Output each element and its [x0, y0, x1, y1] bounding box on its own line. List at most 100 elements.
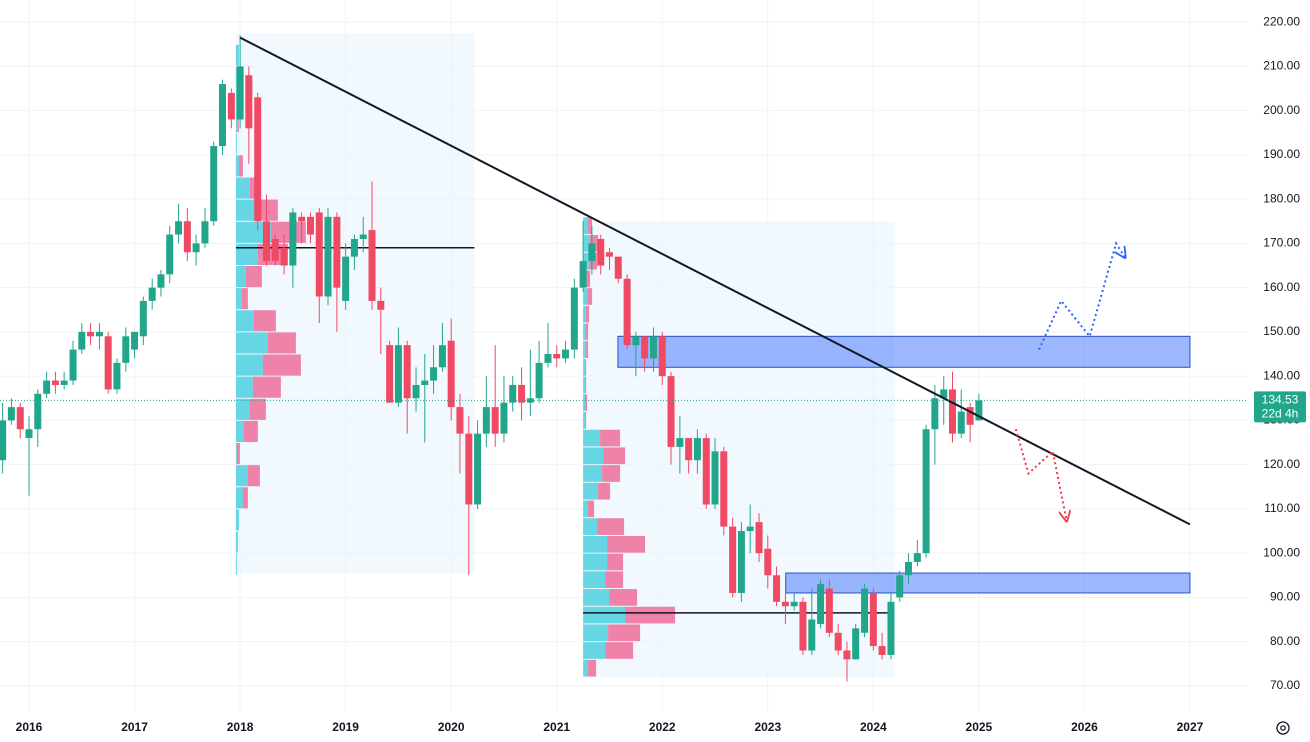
profile-down-bar: [243, 420, 258, 443]
profile-down-bar: [586, 341, 589, 358]
profile-up-bar: [583, 465, 603, 482]
profile-down-bar: [585, 376, 587, 394]
profile-down-bar: [257, 199, 278, 221]
profile-up-bar: [583, 323, 587, 341]
y-tick-label: 170.00: [1263, 236, 1300, 250]
profile-up-bar: [583, 571, 606, 589]
candle-body: [412, 384, 420, 399]
candle-body: [729, 526, 737, 593]
x-tick-label: 2024: [860, 720, 887, 734]
x-tick-label: 2017: [121, 720, 148, 734]
profile-up-bar: [583, 518, 598, 535]
candle-body: [139, 300, 147, 337]
candle-body: [218, 84, 226, 147]
volume-profiles: [235, 33, 895, 678]
profile-up-bar: [235, 420, 244, 443]
profile-down-bar: [252, 376, 281, 398]
projection-path: [1038, 240, 1124, 350]
candle-body: [271, 238, 279, 262]
x-tick-label: 2019: [332, 720, 359, 734]
candle-body: [289, 212, 297, 266]
profile-up-bar: [583, 394, 586, 412]
candle-body: [693, 438, 701, 461]
profile-up-bar: [235, 133, 237, 155]
candle-body: [614, 256, 622, 279]
y-tick-label: 110.00: [1264, 501, 1300, 515]
profile-down-bar: [603, 447, 626, 465]
y-tick-label: 90.00: [1270, 590, 1300, 604]
y-tick-label: 220.00: [1263, 14, 1300, 28]
candle-body: [298, 216, 306, 222]
trend-line: [239, 36, 1191, 526]
candle-body: [773, 575, 781, 602]
profile-up-bar: [235, 487, 243, 509]
y-tick-label: 190.00: [1263, 147, 1300, 161]
candle-body: [333, 216, 341, 288]
candle-body: [931, 398, 939, 430]
x-tick-label: 2018: [227, 720, 254, 734]
profile-down-bar: [602, 465, 621, 482]
candle-body: [711, 451, 719, 505]
y-tick-label: 200.00: [1263, 103, 1300, 117]
candle-body: [755, 522, 763, 554]
zones: [617, 335, 1191, 594]
x-tick-label: 2026: [1071, 720, 1098, 734]
profile-up-bar: [583, 659, 589, 677]
candle-body: [904, 561, 912, 576]
profile-up-bar: [235, 376, 253, 398]
profile-down-bar: [605, 571, 624, 589]
profile-down-bar: [586, 323, 589, 341]
candle-body: [922, 429, 930, 554]
candle-body: [649, 336, 657, 359]
profile-up-bar: [235, 354, 263, 376]
axes: 70.0080.0090.00100.00110.00120.00130.001…: [16, 14, 1306, 734]
candle-body: [799, 601, 807, 651]
candle-body: [254, 97, 262, 222]
profile-down-bar: [600, 429, 621, 447]
candle-body: [245, 75, 253, 129]
profile-down-bar: [237, 111, 239, 133]
candle-body: [852, 628, 860, 660]
profile-down-bar: [607, 535, 646, 553]
settings-icon-center: [1280, 725, 1286, 731]
candle-body: [95, 331, 103, 337]
profile-down-bar: [236, 443, 240, 465]
profile-down-bar: [242, 487, 248, 509]
candle-body: [236, 66, 244, 120]
candle-body: [16, 407, 24, 430]
x-tick-label: 2027: [1177, 720, 1204, 734]
y-tick-label: 120.00: [1263, 457, 1300, 471]
candle-body: [966, 407, 974, 425]
profile-up-bar: [583, 642, 606, 659]
profile-down-bar: [245, 266, 262, 288]
candle-body: [430, 367, 438, 381]
candle-body: [605, 252, 613, 257]
candle-body: [368, 230, 376, 301]
profile-up-bar: [235, 553, 237, 575]
candle-body: [553, 354, 561, 359]
candle-body: [43, 380, 51, 394]
x-tick-label: 2021: [543, 720, 570, 734]
candle-body: [474, 433, 482, 505]
profile-down-bar: [588, 659, 597, 677]
candle-body: [60, 380, 68, 385]
profile-down-bar: [241, 288, 248, 310]
candle-body: [509, 384, 517, 403]
profile-up-bar: [235, 155, 239, 177]
y-tick-label: 100.00: [1263, 545, 1300, 559]
settings-button[interactable]: [1276, 721, 1290, 735]
candle-body: [403, 345, 411, 399]
profile-up-bar: [235, 288, 242, 310]
candle-body: [702, 438, 710, 505]
candle-body: [667, 376, 675, 447]
profile-down-bar: [588, 500, 595, 518]
candle-body: [720, 451, 728, 527]
candle-body: [421, 380, 429, 385]
profile-up-bar: [235, 199, 258, 221]
profile-down-bar: [586, 270, 591, 288]
profile-down-bar: [625, 606, 676, 624]
candle-body: [69, 349, 77, 381]
candle-body: [887, 601, 895, 655]
